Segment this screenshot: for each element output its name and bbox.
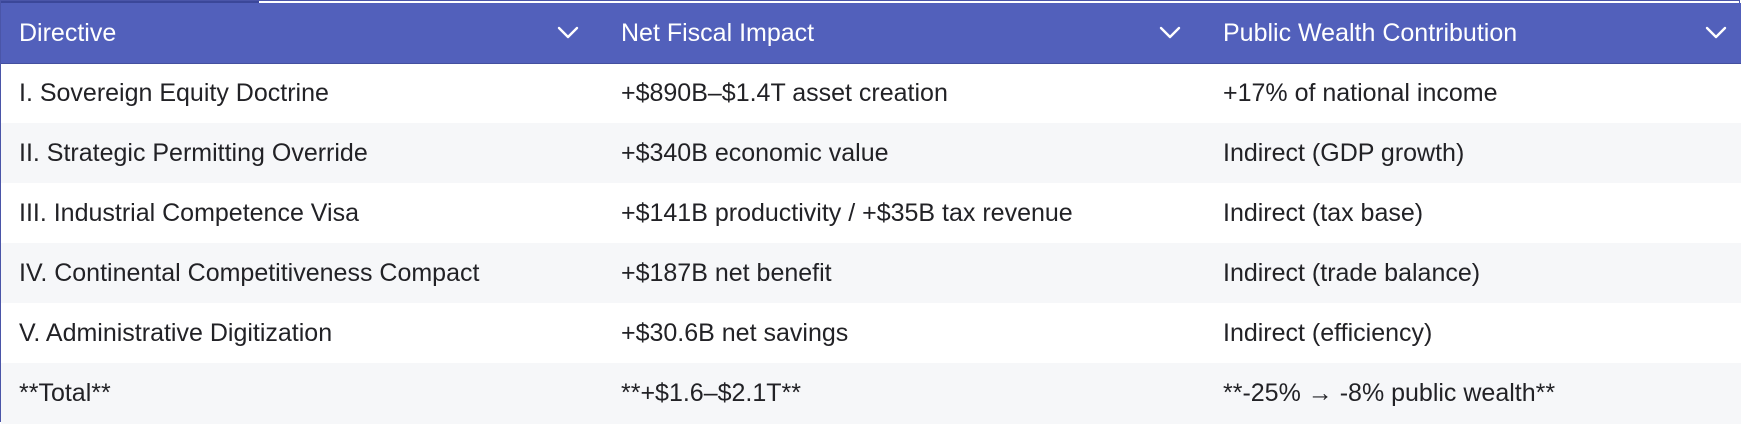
table-cell: IV. Continental Competitiveness Compact (19, 258, 480, 287)
table-row: III. Industrial Competence Visa +$141B p… (1, 183, 1741, 243)
data-table: Directive Net Fiscal Impact Public Wealt… (1, 3, 1741, 424)
column-header-public-wealth-contribution[interactable]: Public Wealth Contribution (1205, 3, 1741, 64)
header-row: Directive Net Fiscal Impact Public Wealt… (1, 3, 1741, 64)
table-row: I. Sovereign Equity Doctrine +$890B–$1.4… (1, 63, 1741, 123)
table-cell: +$340B economic value (621, 138, 889, 167)
table-cell: II. Strategic Permitting Override (19, 138, 368, 167)
column-header-directive[interactable]: Directive (1, 3, 603, 64)
table-cell: +$187B net benefit (621, 258, 832, 287)
table-cell: +$141B productivity / +$35B tax revenue (621, 198, 1073, 227)
table-row-total: **Total** **+$1.6–$2.1T** **-25% → -8% p… (1, 363, 1741, 424)
column-header-net-fiscal-impact[interactable]: Net Fiscal Impact (603, 3, 1205, 64)
table-cell: Indirect (tax base) (1223, 198, 1424, 227)
table-cell: **-25% → -8% public wealth** (1223, 379, 1556, 407)
table-cell: Indirect (trade balance) (1223, 258, 1481, 287)
column-header-label: Public Wealth Contribution (1223, 18, 1518, 47)
active-tab-indicator (1, 1, 259, 4)
table-cell: I. Sovereign Equity Doctrine (19, 78, 329, 107)
table-body: I. Sovereign Equity Doctrine +$890B–$1.4… (1, 63, 1741, 424)
table-cell: **+$1.6–$2.1T** (621, 379, 802, 407)
table-cell: V. Administrative Digitization (19, 318, 333, 347)
table-cell: +$890B–$1.4T asset creation (621, 78, 948, 107)
table-cell: Indirect (GDP growth) (1223, 138, 1465, 167)
table-cell: III. Industrial Competence Visa (19, 198, 359, 227)
chevron-down-icon[interactable] (557, 26, 579, 40)
table-row: II. Strategic Permitting Override +$340B… (1, 123, 1741, 183)
table-row: IV. Continental Competitiveness Compact … (1, 243, 1741, 303)
column-header-label: Net Fiscal Impact (621, 18, 815, 47)
table-cell: Indirect (efficiency) (1223, 318, 1433, 347)
table-cell: +17% of national income (1223, 78, 1498, 107)
column-header-label: Directive (19, 18, 117, 47)
table-cell: **Total** (19, 379, 111, 407)
table-row: V. Administrative Digitization +$30.6B n… (1, 303, 1741, 363)
chevron-down-icon[interactable] (1159, 26, 1181, 40)
table-cell: +$30.6B net savings (621, 318, 849, 347)
table-header: Directive Net Fiscal Impact Public Wealt… (1, 3, 1741, 64)
chevron-down-icon[interactable] (1705, 26, 1727, 40)
